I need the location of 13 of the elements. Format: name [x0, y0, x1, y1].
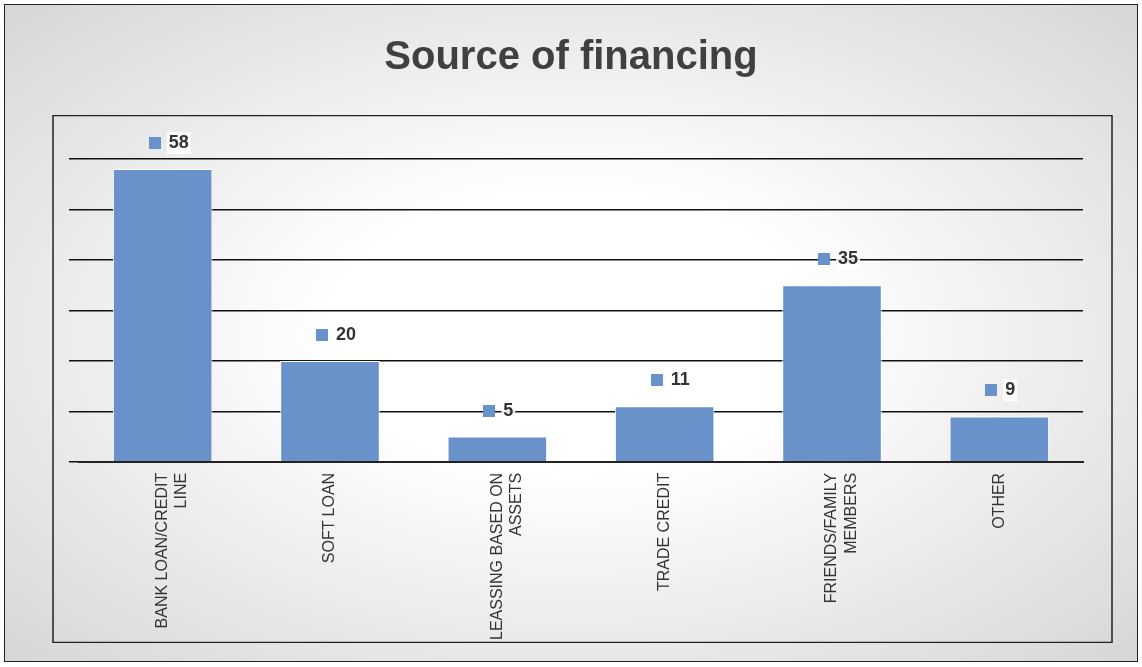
- x-tick-label: OTHER: [989, 472, 1007, 529]
- data-label: 35: [838, 248, 859, 269]
- data-label: 5: [503, 399, 514, 420]
- x-tick-label: TRADE CREDIT: [655, 472, 673, 592]
- x-tick-label: FRIENDS/FAMILY MEMBERS: [822, 472, 859, 604]
- data-label: 11: [670, 369, 690, 390]
- data-label: 20: [336, 323, 357, 344]
- chart-title: Source of financing: [383, 33, 759, 78]
- x-tick-label: LEASSING BASED ON ASSETS: [487, 472, 524, 641]
- x-tick-label: BANK LOAN/CREDIT LINE: [153, 472, 190, 629]
- data-label: 58: [168, 132, 189, 153]
- x-tick-label: SOFT LOAN: [320, 472, 338, 564]
- data-label: 9: [1005, 379, 1016, 400]
